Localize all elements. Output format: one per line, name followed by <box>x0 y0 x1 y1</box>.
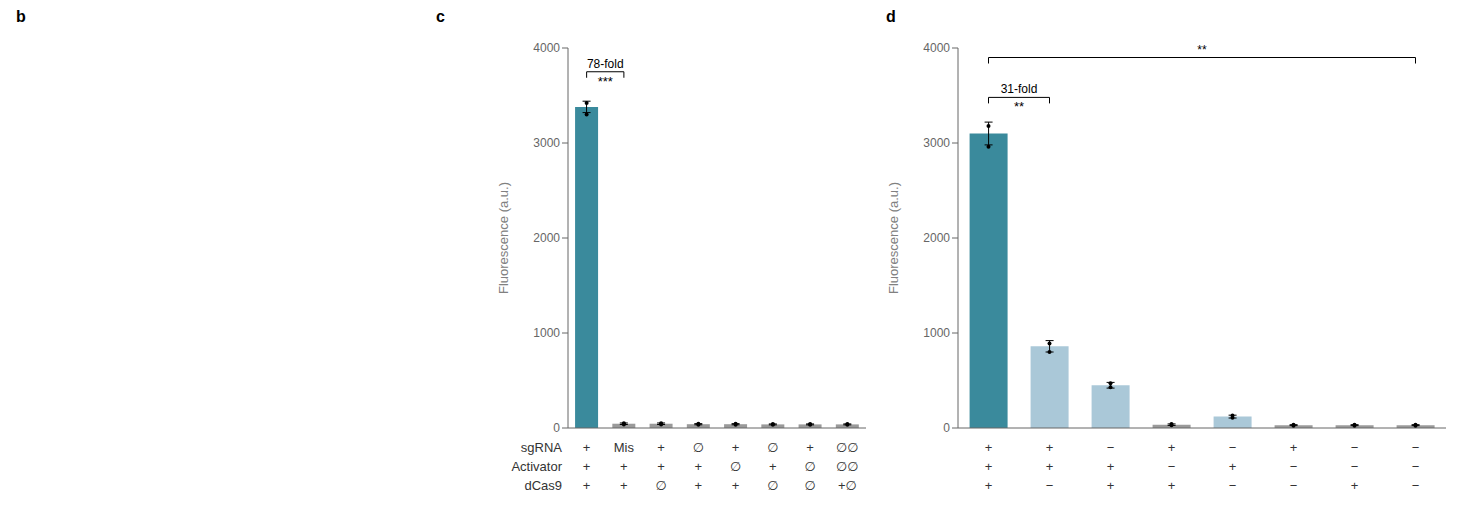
html-text:d: d <box>886 8 896 25</box>
svg-text:3000: 3000 <box>533 136 560 150</box>
svg-text:+: + <box>695 478 703 493</box>
svg-text:+: + <box>1290 440 1298 455</box>
svg-text:−: − <box>1229 440 1237 455</box>
svg-text:−: − <box>1412 478 1420 493</box>
svg-text:+: + <box>1168 478 1176 493</box>
svg-text:+: + <box>695 459 703 474</box>
svg-text:+: + <box>1046 440 1054 455</box>
svg-text:31-fold: 31-fold <box>1001 82 1038 96</box>
svg-text:+: + <box>1351 478 1359 493</box>
svg-text:2000: 2000 <box>533 231 560 245</box>
svg-text:+: + <box>985 478 993 493</box>
svg-text:0: 0 <box>943 421 950 435</box>
svg-text:+: + <box>583 440 591 455</box>
svg-text:***: *** <box>598 74 613 89</box>
svg-text:+: + <box>1168 440 1176 455</box>
svg-text:+: + <box>620 478 628 493</box>
svg-text:+: + <box>985 440 993 455</box>
svg-text:+: + <box>583 459 591 474</box>
svg-text:+: + <box>1107 478 1115 493</box>
svg-text:∅: ∅ <box>804 459 815 474</box>
svg-text:+: + <box>769 459 777 474</box>
svg-text:∅: ∅ <box>767 440 778 455</box>
svg-text:78-fold: 78-fold <box>587 57 624 71</box>
svg-text:−: − <box>1290 478 1298 493</box>
svg-text:Fluorescence (a.u.): Fluorescence (a.u.) <box>496 182 511 294</box>
svg-text:**: ** <box>1014 99 1024 114</box>
svg-text:∅∅: ∅∅ <box>836 440 859 455</box>
svg-text:∅: ∅ <box>693 440 704 455</box>
svg-text:2000: 2000 <box>923 231 950 245</box>
svg-text:−: − <box>1412 440 1420 455</box>
svg-text:+∅: +∅ <box>838 478 857 493</box>
svg-text:∅: ∅ <box>767 478 778 493</box>
svg-text:−: − <box>1168 459 1176 474</box>
svg-text:−: − <box>1229 478 1237 493</box>
svg-text:+: + <box>620 459 628 474</box>
svg-text:1000: 1000 <box>923 326 950 340</box>
svg-text:+: + <box>657 459 665 474</box>
svg-text:4000: 4000 <box>533 41 560 55</box>
svg-text:−: − <box>1351 459 1359 474</box>
svg-text:∅: ∅ <box>730 459 741 474</box>
svg-text:∅: ∅ <box>804 478 815 493</box>
svg-text:+: + <box>583 478 591 493</box>
svg-text:+: + <box>985 459 993 474</box>
svg-text:−: − <box>1412 459 1420 474</box>
svg-text:1000: 1000 <box>533 326 560 340</box>
svg-text:Fluorescence (a.u.): Fluorescence (a.u.) <box>886 182 901 294</box>
svg-text:4000: 4000 <box>923 41 950 55</box>
html-text:b: b <box>16 8 26 25</box>
html-text:c: c <box>436 8 445 25</box>
svg-text:∅: ∅ <box>655 478 666 493</box>
svg-text:3000: 3000 <box>923 136 950 150</box>
svg-text:**: ** <box>1197 43 1207 57</box>
svg-text:+: + <box>732 440 740 455</box>
svg-text:+: + <box>657 440 665 455</box>
svg-text:−: − <box>1351 440 1359 455</box>
svg-text:+: + <box>806 440 814 455</box>
svg-text:sgRNA: sgRNA <box>521 440 563 455</box>
svg-text:−: − <box>1107 440 1115 455</box>
svg-text:∅∅: ∅∅ <box>836 459 859 474</box>
svg-text:+: + <box>1107 459 1115 474</box>
svg-text:dCas9: dCas9 <box>524 478 562 493</box>
svg-text:0: 0 <box>553 421 560 435</box>
svg-text:+: + <box>1229 459 1237 474</box>
svg-text:Activator: Activator <box>511 459 562 474</box>
svg-text:Mis: Mis <box>614 440 635 455</box>
svg-text:−: − <box>1046 478 1054 493</box>
svg-text:−: − <box>1290 459 1298 474</box>
svg-text:+: + <box>732 478 740 493</box>
svg-text:+: + <box>1046 459 1054 474</box>
